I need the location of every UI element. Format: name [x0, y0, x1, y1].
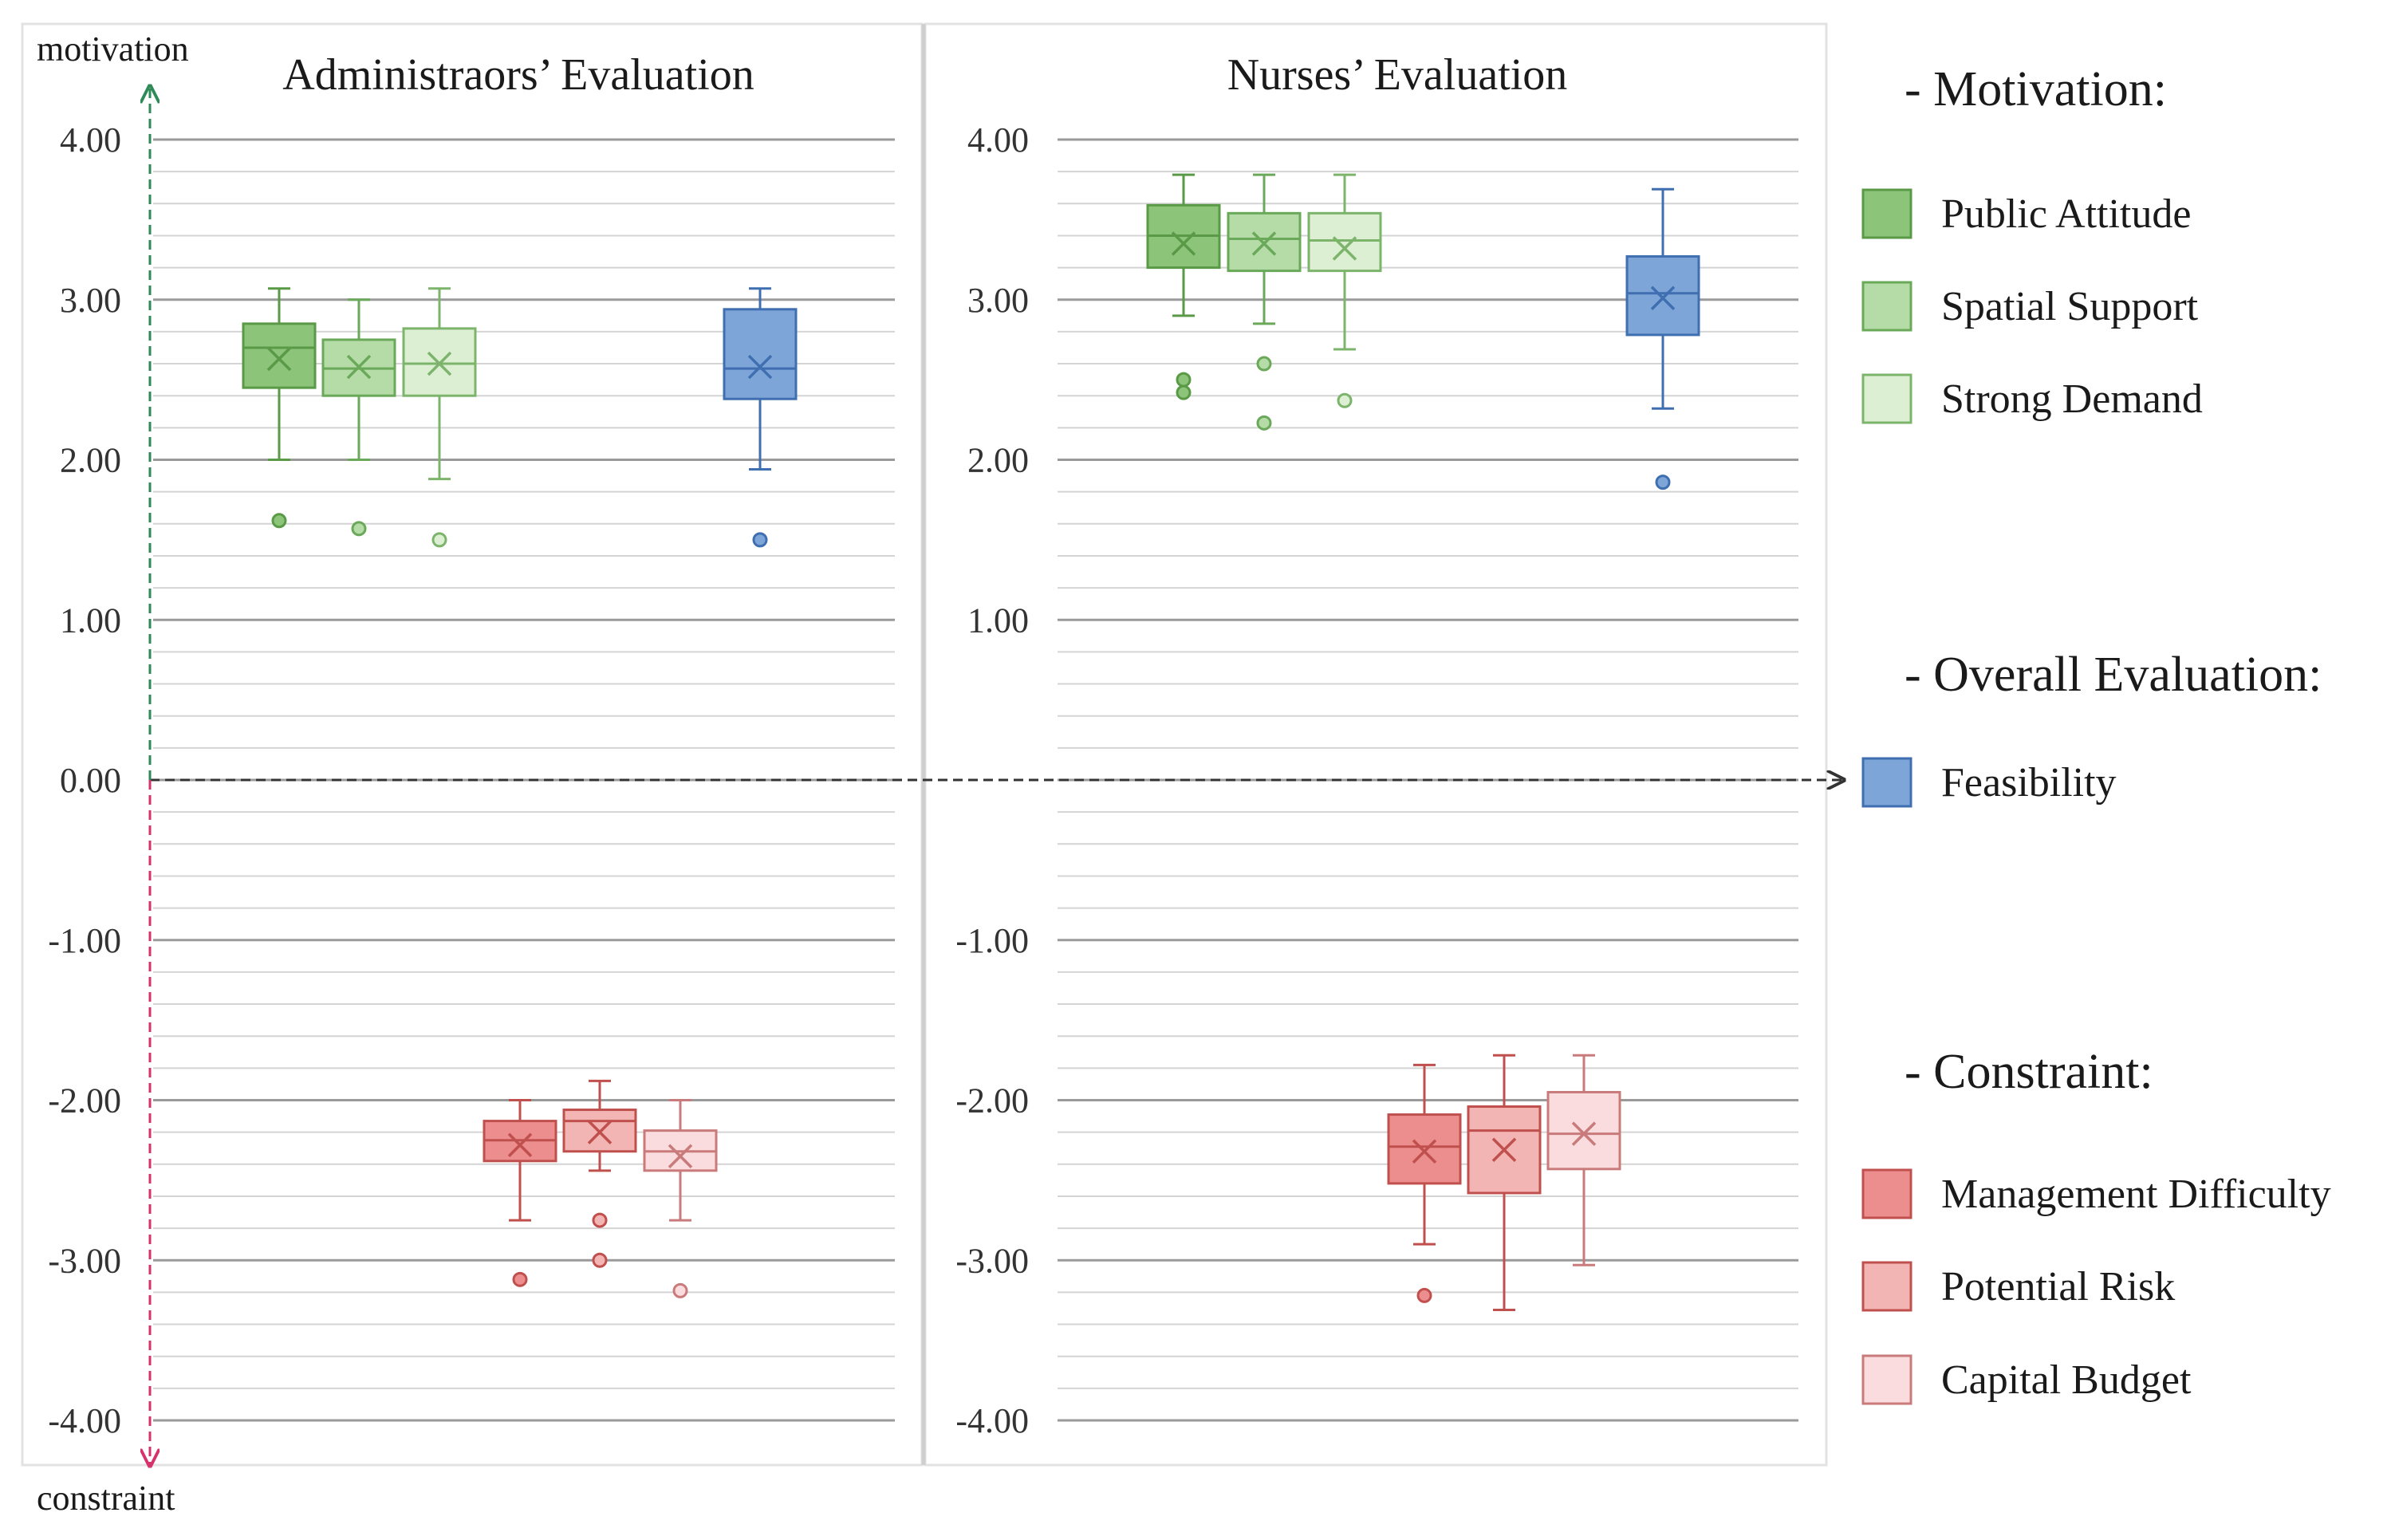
outlier-point	[592, 1212, 608, 1228]
y-tick-label: 4.00	[967, 120, 1029, 160]
outlier-point	[1176, 372, 1192, 388]
legend: - Motivation: - Overall Evaluation: - Co…	[1861, 62, 2331, 1405]
box-iqr	[1546, 1090, 1621, 1171]
admin-panel-frame	[21, 22, 924, 1467]
box-strong-demand	[402, 287, 477, 548]
legend-swatch	[1861, 1168, 1912, 1219]
y-tick-label: 1.00	[967, 601, 1029, 640]
y-tick-label: -3.00	[955, 1241, 1029, 1280]
mean-marker	[587, 1120, 613, 1144]
box-capital-budget	[643, 1099, 718, 1298]
mean-marker	[747, 354, 773, 380]
y-tick-label: 0.00	[60, 761, 121, 800]
y-tick-label: 2.00	[967, 441, 1029, 480]
y-tick-label: -2.00	[955, 1081, 1029, 1121]
outlier-point	[431, 532, 447, 548]
mean-marker	[1251, 231, 1277, 256]
box-potential-risk	[562, 1079, 637, 1268]
box-potential-risk	[1467, 1054, 1542, 1311]
outlier-point	[672, 1282, 688, 1298]
y-tick-label: 3.00	[967, 281, 1029, 320]
legend-label: Feasibility	[1941, 760, 2117, 805]
outlier-point	[1655, 475, 1671, 490]
outlier-point	[351, 521, 367, 537]
box-capital-budget	[1546, 1054, 1621, 1266]
box-management-difficulty	[1387, 1063, 1462, 1303]
y-tick-label: -2.00	[48, 1081, 121, 1121]
legend-label: Strong Demand	[1941, 376, 2203, 422]
nurses-panel-title: Nurses’ Evaluation	[1227, 50, 1568, 100]
legend-label: Public Attitude	[1941, 191, 2191, 237]
mean-marker	[1491, 1137, 1517, 1162]
mean-marker	[1650, 286, 1676, 310]
outlier-point	[1416, 1287, 1432, 1303]
legend-label: Management Difficulty	[1941, 1172, 2331, 1217]
box-iqr	[1387, 1113, 1462, 1185]
box-feasibility	[723, 287, 798, 548]
legend-swatch	[1861, 1261, 1912, 1312]
box-iqr	[1307, 211, 1382, 273]
mean-marker	[1171, 231, 1196, 256]
legend-swatch	[1861, 188, 1912, 239]
mean-marker	[507, 1132, 533, 1157]
box-iqr	[242, 322, 317, 389]
outlier-point	[271, 513, 287, 529]
y-tick-label: -4.00	[955, 1401, 1029, 1440]
mean-marker	[1571, 1121, 1597, 1146]
box-management-difficulty	[483, 1099, 557, 1287]
outlier-point	[1176, 384, 1192, 400]
mean-marker	[1412, 1139, 1437, 1164]
mean-marker	[427, 351, 452, 376]
box-feasibility	[1625, 187, 1700, 490]
constraint-axis-label: constraint	[37, 1479, 175, 1518]
legend-label: Potential Risk	[1941, 1264, 2175, 1310]
mean-marker	[266, 346, 292, 372]
box-iqr	[1625, 255, 1700, 337]
legend-label: Capital Budget	[1941, 1357, 2192, 1403]
y-tick-label: -1.00	[48, 921, 121, 960]
motivation-axis-label: motivation	[37, 30, 189, 69]
legend-constraint-header: - Constraint:	[1905, 1045, 2153, 1099]
legend-label: Spatial Support	[1941, 284, 2199, 329]
y-tick-label: 3.00	[60, 281, 121, 320]
outlier-point	[592, 1252, 608, 1268]
box-iqr	[723, 308, 798, 400]
y-tick-label: -4.00	[48, 1401, 121, 1440]
outlier-point	[512, 1271, 528, 1287]
y-tick-label: 2.00	[60, 441, 121, 480]
mean-marker	[346, 354, 372, 380]
y-tick-label: -1.00	[955, 921, 1029, 960]
legend-overall-header: - Overall Evaluation:	[1905, 648, 2322, 702]
y-tick-label: 1.00	[60, 601, 121, 640]
mean-marker	[1332, 236, 1357, 261]
legend-swatch	[1861, 373, 1912, 424]
outlier-point	[1256, 415, 1272, 431]
legend-swatch	[1861, 281, 1912, 332]
admin-panel-title: Administraors’ Evaluation	[282, 50, 754, 100]
box-public-attitude	[242, 287, 317, 529]
legend-swatch	[1861, 1354, 1912, 1405]
box-spatial-support	[321, 298, 396, 537]
outlier-point	[1337, 392, 1353, 408]
outlier-point	[1256, 356, 1272, 372]
mean-marker	[668, 1144, 693, 1168]
box-spatial-support	[1227, 173, 1302, 431]
y-tick-label: -3.00	[48, 1241, 121, 1280]
box-strong-demand	[1307, 173, 1382, 408]
legend-motivation-header: - Motivation:	[1905, 62, 2167, 116]
outlier-point	[752, 532, 768, 548]
legend-swatch	[1861, 757, 1912, 808]
box-public-attitude	[1146, 173, 1221, 400]
y-tick-label: 4.00	[60, 120, 121, 160]
